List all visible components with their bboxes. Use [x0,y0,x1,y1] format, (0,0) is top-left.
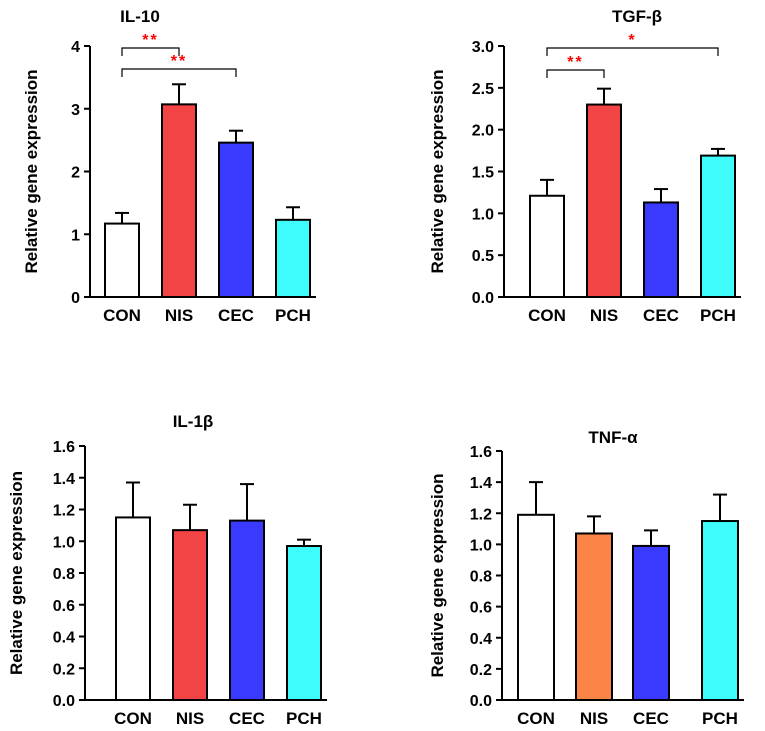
y-tick-label: 0.0 [472,290,494,307]
x-category-label: CON [103,306,141,325]
y-tick-label: 1.4 [53,471,75,488]
y-tick-label: 0.4 [470,631,492,648]
y-tick-label: 1.6 [470,444,492,461]
x-category-label: CEC [218,306,254,325]
y-tick-label: 2 [71,165,80,182]
y-axis-label: Relative gene expression [22,69,41,273]
x-category-label: CON [517,709,555,728]
bar-cec [643,201,679,298]
bar-con [104,222,140,299]
bar-con [115,516,151,701]
significance-label: * [628,32,636,49]
y-tick-label: 0.4 [53,630,75,647]
y-tick-label: 0 [71,290,80,307]
chart-panel-2: TGF-β Relative gene expression 0.0 0.5 1.0 1.… [428,7,741,325]
y-tick-label: 1.0 [53,534,75,551]
y-tick-label: 0.2 [470,662,492,679]
y-tick-label: 0.8 [470,569,492,586]
y-tick-label: 2.5 [472,81,494,98]
x-category-label: NIS [176,709,204,728]
chart-title: IL-1β [173,412,214,431]
chart-title: TNF-α [588,428,638,447]
bar-nis [586,103,622,298]
x-category-label: PCH [702,709,738,728]
bar-cec [632,544,670,702]
x-category-label: CEC [229,709,265,728]
x-category-label: NIS [580,709,608,728]
y-tick-label: 3 [71,102,80,119]
y-tick-label: 1.6 [53,439,75,456]
y-tick-label: 0.5 [472,248,494,265]
y-tick-label: 0.0 [470,693,492,710]
significance-label: ** [567,54,583,71]
bar-nis [172,529,208,702]
bar-nis [161,103,197,298]
y-tick-label: 1.2 [53,503,75,520]
significance-bracket [546,47,719,56]
y-tick-label: 4 [71,39,80,56]
y-tick-label: 0.0 [53,693,75,710]
significance-bracket [546,69,605,78]
x-category-label: NIS [590,306,618,325]
chart-title: TGF-β [612,7,662,26]
x-category-label: CEC [643,306,679,325]
bar-cec [229,519,265,701]
y-tick-label: 0.6 [470,600,492,617]
x-category-label: CEC [633,709,669,728]
chart-panel-1: IL-10 Relative gene expression 0 1 2 3 4 CON NIS… [22,7,316,325]
x-category-label: CON [528,306,566,325]
x-category-label: NIS [165,306,193,325]
bar-pch [701,520,739,701]
significance-label: ** [142,32,158,49]
x-category-label: PCH [700,306,736,325]
significance-label: ** [171,53,187,70]
x-category-label: PCH [286,709,322,728]
bar-pch [700,154,736,298]
chart-title: IL-10 [120,7,160,26]
chart-panel-3: IL-1β Relative gene expression 0.0 0.2 0.4 0.… [7,412,327,728]
y-tick-label: 1.4 [470,475,492,492]
bar-cec [218,141,254,298]
y-tick-label: 1.0 [470,537,492,554]
significance-bracket [121,47,180,56]
y-tick-label: 0.8 [53,566,75,583]
x-category-label: CON [114,709,152,728]
bar-con [529,194,565,298]
chart-panel-4: TNF-α Relative gene expression 0.0 0.2 0.4 0.… [428,428,744,728]
bar-nis [575,532,613,702]
bar-pch [275,218,311,299]
y-tick-label: 1.5 [472,165,494,182]
y-tick-label: 3.0 [472,39,494,56]
y-axis-label: Relative gene expression [7,471,26,675]
x-category-label: PCH [275,306,311,325]
y-tick-label: 2.0 [472,123,494,140]
y-tick-label: 0.6 [53,598,75,615]
y-tick-label: 1.2 [470,506,492,523]
y-tick-label: 1.0 [472,206,494,223]
y-tick-label: 0.2 [53,661,75,678]
significance-bracket [121,68,237,77]
bar-pch [286,545,322,702]
y-axis-label: Relative gene expression [428,69,447,273]
y-axis-label: Relative gene expression [428,473,447,677]
y-tick-label: 1 [71,227,80,244]
bar-con [517,513,555,702]
